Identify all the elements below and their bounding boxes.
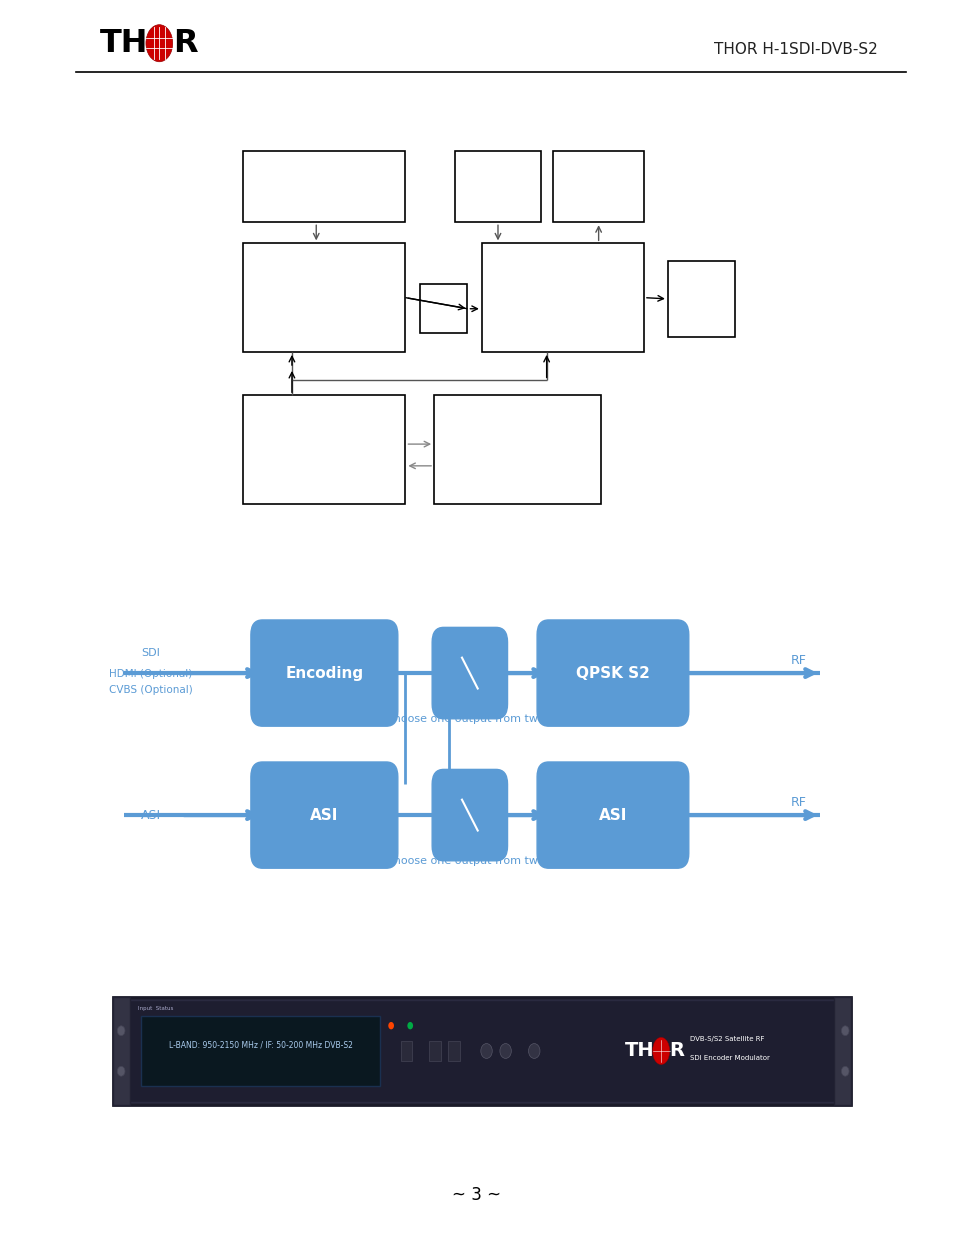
Text: ASI: ASI [140,809,161,821]
FancyBboxPatch shape [251,620,397,726]
Circle shape [117,1066,125,1076]
Text: Choose one output from two input: Choose one output from two input [386,714,577,724]
Text: THOR H-1SDI-DVB-S2: THOR H-1SDI-DVB-S2 [713,42,877,57]
Text: Encoding: Encoding [285,666,363,680]
FancyBboxPatch shape [434,395,600,504]
Text: ASI: ASI [310,808,338,823]
Text: SDI Encoder Modulator: SDI Encoder Modulator [689,1056,769,1061]
FancyBboxPatch shape [432,769,507,861]
Text: R: R [172,27,197,59]
FancyBboxPatch shape [455,151,540,222]
FancyBboxPatch shape [432,627,507,719]
FancyBboxPatch shape [537,620,688,726]
FancyBboxPatch shape [251,762,397,868]
Text: DVB-S/S2 Satellite RF: DVB-S/S2 Satellite RF [689,1036,763,1041]
Circle shape [841,1026,848,1036]
Text: RF: RF [789,797,805,809]
FancyBboxPatch shape [537,762,688,868]
Text: TH: TH [100,27,149,59]
FancyBboxPatch shape [243,243,405,352]
Ellipse shape [146,25,172,62]
Circle shape [407,1023,413,1030]
FancyBboxPatch shape [429,1041,440,1061]
FancyBboxPatch shape [481,243,643,352]
FancyBboxPatch shape [400,1041,412,1061]
FancyBboxPatch shape [553,151,643,222]
Circle shape [388,1023,394,1030]
Text: ASI: ASI [598,808,626,823]
Text: CVBS (Optional): CVBS (Optional) [109,685,193,695]
Circle shape [499,1044,511,1058]
Circle shape [480,1044,492,1058]
Text: TH: TH [624,1041,654,1061]
FancyBboxPatch shape [243,395,405,504]
FancyBboxPatch shape [141,1015,379,1087]
Text: Choose one output from two input: Choose one output from two input [386,856,577,866]
FancyBboxPatch shape [419,284,467,333]
Circle shape [528,1044,539,1058]
Text: HDMI (Optional): HDMI (Optional) [109,669,193,679]
Text: R: R [669,1041,684,1061]
Ellipse shape [652,1037,669,1065]
Text: RF: RF [789,655,805,667]
Circle shape [841,1066,848,1076]
FancyBboxPatch shape [112,997,130,1105]
FancyBboxPatch shape [124,1000,839,1102]
Text: L-BAND: 950-2150 MHz / IF: 50-200 MHz DVB-S2: L-BAND: 950-2150 MHz / IF: 50-200 MHz DV… [169,1040,352,1050]
Text: SDI: SDI [141,648,160,658]
FancyBboxPatch shape [833,997,850,1105]
FancyBboxPatch shape [112,997,850,1105]
Text: QPSK S2: QPSK S2 [576,666,649,680]
Circle shape [117,1026,125,1036]
Text: Input  Status: Input Status [138,1007,173,1011]
FancyBboxPatch shape [448,1041,459,1061]
FancyBboxPatch shape [243,151,405,222]
Text: ~ 3 ~: ~ 3 ~ [452,1187,501,1204]
FancyBboxPatch shape [667,261,734,337]
